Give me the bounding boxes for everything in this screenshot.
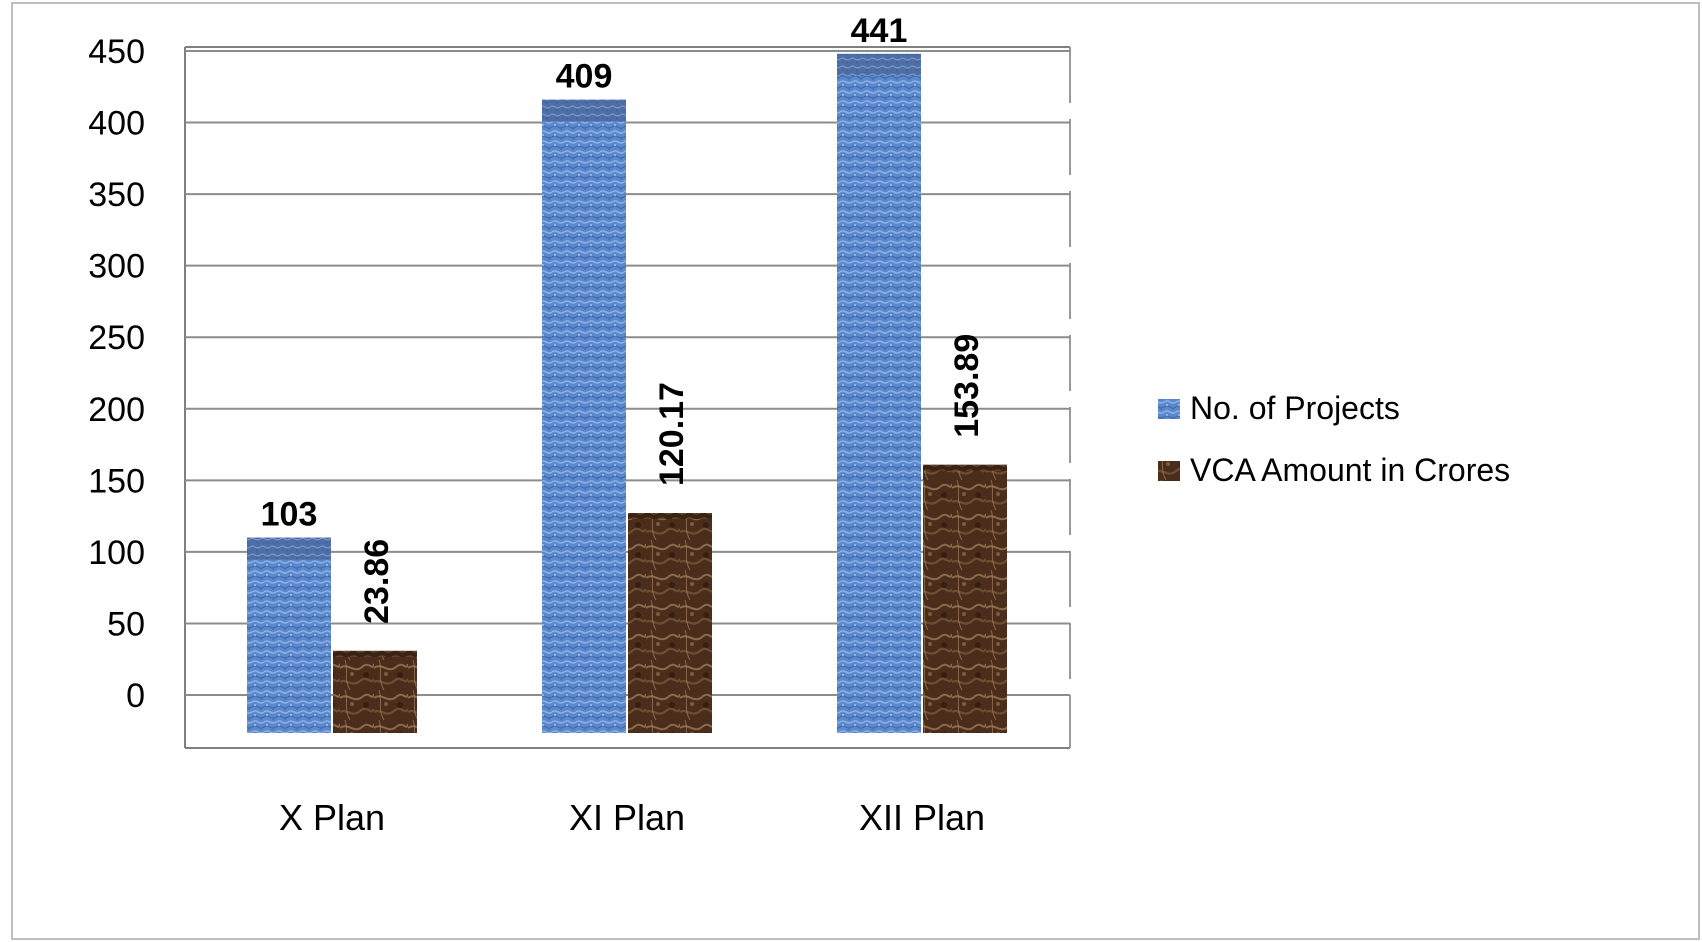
data-label-projects: 441	[851, 12, 908, 50]
y-tick-label: 400	[88, 105, 145, 143]
bars	[247, 53, 1007, 734]
x-axis-categories: X Plan XI Plan XII Plan	[279, 797, 985, 838]
legend-swatch-vca	[1158, 461, 1180, 481]
bar-vca	[923, 464, 1007, 733]
bar-vca-top	[333, 650, 417, 657]
y-tick-label: 350	[88, 176, 145, 214]
data-label-vca: 153.89	[948, 334, 986, 438]
bar-vca	[628, 513, 712, 733]
legend-label-vca: VCA Amount in Crores	[1190, 452, 1510, 488]
bar-projects	[837, 53, 921, 733]
data-labels: 103 23.86 409 120.17 441 153.89	[261, 12, 986, 624]
data-label-projects: 103	[261, 496, 318, 534]
bar-vca-top	[628, 513, 712, 520]
legend: No. of Projects VCA Amount in Crores	[1158, 390, 1510, 488]
data-label-projects: 409	[556, 58, 613, 96]
bar-projects	[542, 99, 626, 734]
data-label-vca: 23.86	[358, 539, 396, 624]
bar-vca	[333, 650, 417, 733]
y-tick-label: 100	[88, 534, 145, 572]
y-tick-label: 0	[126, 677, 145, 715]
y-tick-label: 50	[107, 605, 145, 643]
bar-projects-top	[837, 53, 921, 76]
y-tick-label: 200	[88, 391, 145, 429]
bar-projects-top	[542, 99, 626, 122]
bar-vca-top	[923, 464, 1007, 471]
chart-outer-border	[11, 2, 1700, 940]
x-category-label: XII Plan	[859, 797, 985, 838]
legend-swatch-projects	[1158, 399, 1180, 419]
y-tick-label: 150	[88, 462, 145, 500]
data-label-vca: 120.17	[653, 382, 691, 486]
x-category-label: X Plan	[279, 797, 385, 838]
y-tick-label: 450	[88, 33, 145, 71]
legend-label-projects: No. of Projects	[1190, 390, 1400, 426]
y-axis-ticks: 0 50 100 150 200 250 300 350 400 450	[88, 33, 145, 715]
legend-item-projects: No. of Projects	[1158, 390, 1400, 426]
legend-item-vca: VCA Amount in Crores	[1158, 452, 1510, 488]
y-tick-label: 250	[88, 319, 145, 357]
x-category-label: XI Plan	[569, 797, 685, 838]
bar-projects	[247, 537, 331, 733]
y-tick-label: 300	[88, 248, 145, 286]
gridlines	[185, 50, 1070, 696]
bar-projects-top	[247, 537, 331, 560]
